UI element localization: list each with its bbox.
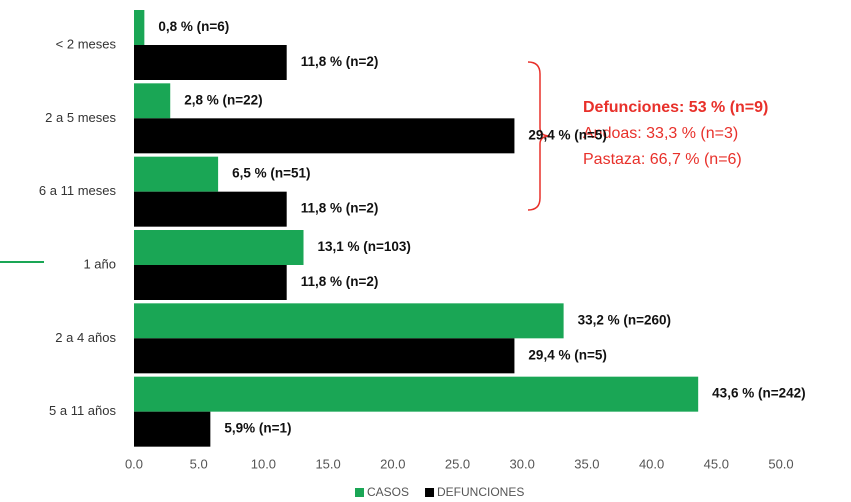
legend-swatch: [425, 488, 435, 497]
bar: [134, 156, 219, 192]
data-label: 5,9% (n=1): [224, 421, 291, 436]
y-tick-label: 2 a 5 meses: [45, 110, 116, 125]
x-tick-label: 20.0: [380, 456, 405, 471]
bar: [134, 118, 515, 154]
bar: [134, 10, 145, 45]
x-tick-label: 45.0: [704, 456, 729, 471]
x-tick-label: 5.0: [190, 456, 208, 471]
bar: [134, 376, 699, 412]
data-label: 6,5 % (n=51): [232, 166, 310, 181]
data-label: 11,8 % (n=2): [301, 54, 379, 69]
x-tick-label: 10.0: [251, 456, 276, 471]
legend-swatch: [355, 488, 364, 497]
x-tick-label: 50.0: [768, 456, 793, 471]
bracket: [527, 61, 551, 211]
bar: [134, 83, 171, 119]
x-tick-label: 35.0: [574, 456, 599, 471]
data-label: 33,2 % (n=260): [578, 312, 671, 327]
annotation: Defunciones: 53 % (n=9): [583, 99, 768, 116]
bar: [134, 45, 287, 80]
y-tick-label: 5 a 11 años: [49, 403, 116, 418]
data-label: 43,6 % (n=242): [712, 386, 805, 401]
bar: [134, 265, 287, 300]
data-label: 29,4 % (n=5): [528, 347, 606, 362]
y-tick-label: 1 año: [83, 256, 116, 271]
data-label: 29,4 % (n=5): [528, 127, 606, 142]
bar: [134, 411, 211, 447]
data-label: 11,8 % (n=2): [301, 201, 379, 216]
bar: [134, 338, 515, 374]
x-tick-label: 40.0: [639, 456, 664, 471]
bar: [134, 191, 287, 227]
data-label: 13,1 % (n=103): [318, 239, 411, 254]
data-label: 0,8 % (n=6): [158, 19, 229, 34]
data-label: 2,8 % (n=22): [184, 92, 262, 107]
x-tick-label: 15.0: [315, 456, 340, 471]
legend-label: CASOS: [367, 485, 409, 499]
x-tick-label: 0.0: [125, 456, 143, 471]
bar: [134, 303, 564, 339]
data-label: 11,8 % (n=2): [301, 274, 379, 289]
annotation: Pastaza: 66,7 % (n=6): [583, 151, 742, 168]
y-tick-label: 2 a 4 años: [55, 330, 116, 345]
bar: [134, 230, 304, 265]
x-tick-label: 30.0: [510, 456, 535, 471]
annotation: Andoas: 33,3 % (n=3): [583, 125, 738, 142]
y-tick-label: < 2 meses: [56, 36, 117, 51]
x-tick-label: 25.0: [445, 456, 470, 471]
legend-label: DEFUNCIONES: [437, 485, 524, 499]
y-tick-label: 6 a 11 meses: [39, 183, 117, 198]
